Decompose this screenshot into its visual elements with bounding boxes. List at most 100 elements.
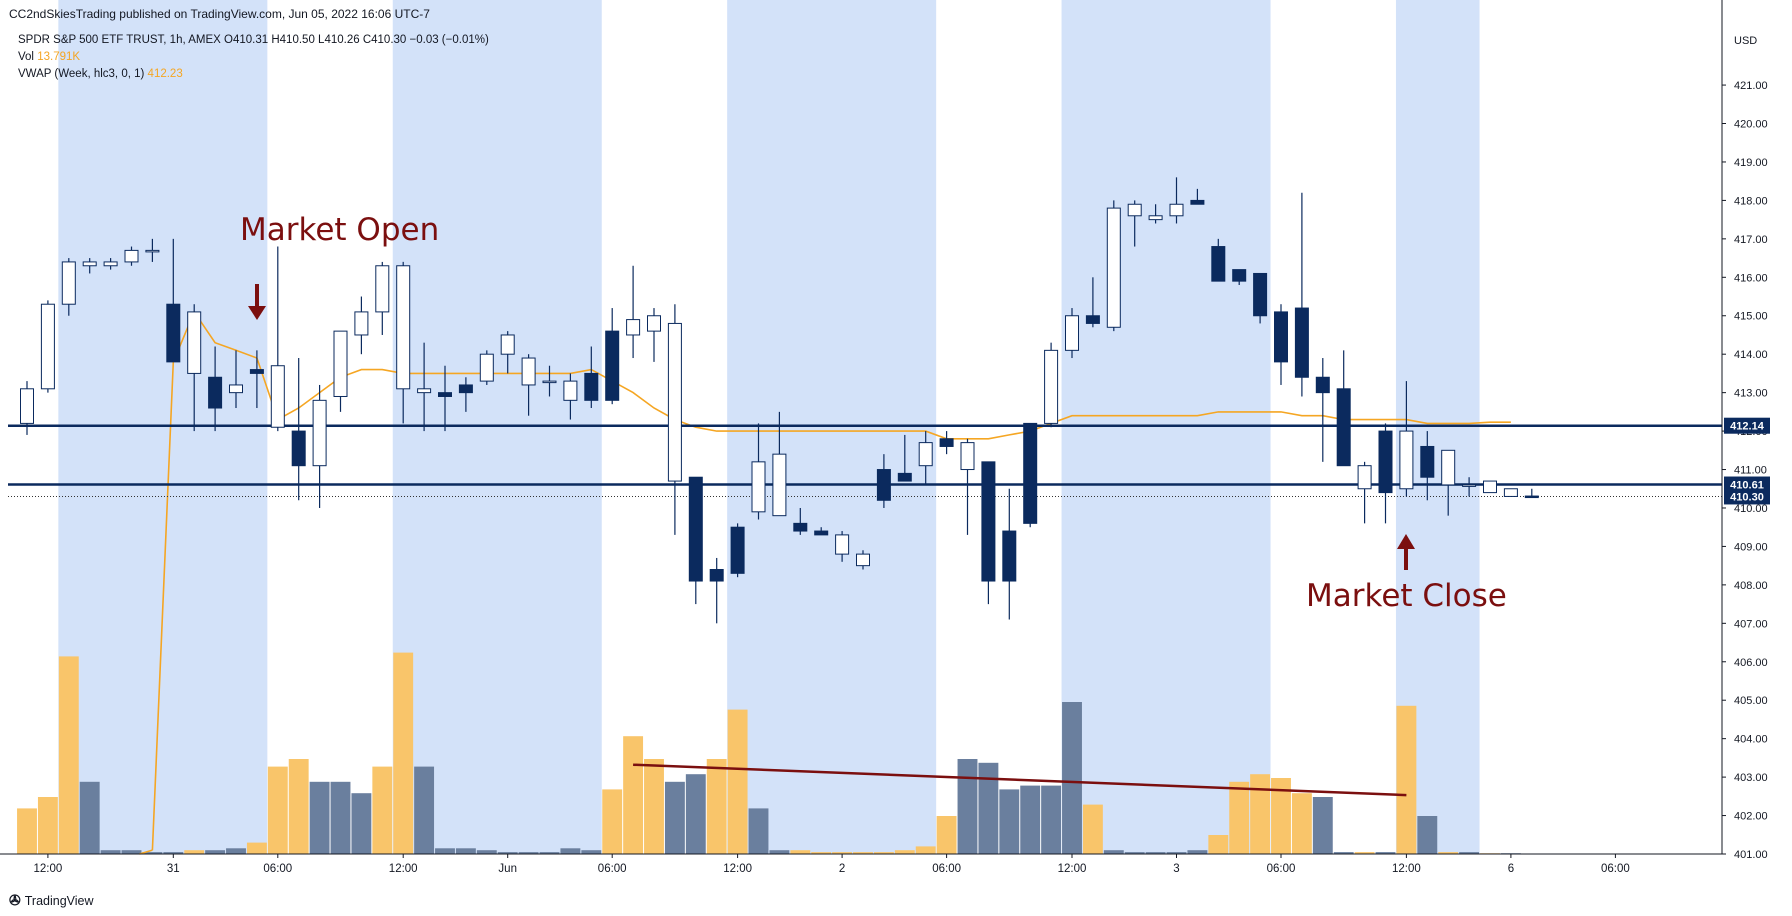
candle-body <box>396 265 411 390</box>
symbol-legend[interactable]: SPDR S&P 500 ETF TRUST, 1h, AMEX O410.31… <box>18 34 489 46</box>
volume-bar <box>1333 852 1354 854</box>
volume-bar <box>644 759 664 854</box>
volume-bar <box>1375 852 1396 854</box>
candle-body <box>500 334 515 355</box>
x-tick-label: 12:00 <box>34 863 63 875</box>
candle-body <box>1336 388 1351 467</box>
volume-bar <box>17 808 37 854</box>
volume-bar <box>309 781 330 854</box>
candle-body <box>709 568 724 582</box>
volume-bar <box>1312 797 1333 854</box>
volume-bar <box>1417 816 1438 854</box>
candle-body <box>605 330 620 401</box>
volume-bar <box>978 762 999 854</box>
candle-body <box>333 330 348 397</box>
x-tick-label: 06:00 <box>263 863 292 875</box>
volume-bar <box>476 850 497 854</box>
volume-bar <box>1396 705 1417 854</box>
x-tick-label: 06:00 <box>932 863 961 875</box>
volume-bar <box>1062 702 1082 854</box>
price-badge-label: 412.14 <box>1730 421 1765 433</box>
candle-body <box>1274 311 1288 363</box>
candle-body <box>312 399 327 467</box>
volume-bar <box>1438 852 1459 854</box>
y-tick-label: 405.00 <box>1734 695 1768 707</box>
volume-bar <box>1354 852 1375 854</box>
y-tick-label: 415.00 <box>1734 311 1768 323</box>
y-tick-label: 414.00 <box>1734 349 1768 361</box>
y-tick-label: 418.00 <box>1734 195 1768 207</box>
volume-bar <box>455 848 476 854</box>
tradingview-logo-icon: ✇ <box>9 892 21 908</box>
publisher-line: CC2ndSkiesTrading published on TradingVi… <box>9 7 430 21</box>
legend-close: C410.30 <box>362 34 407 46</box>
candle-body <box>1462 484 1477 487</box>
x-tick-label: 12:00 <box>1058 863 1087 875</box>
vol-value: 13.791K <box>37 51 81 63</box>
volume-legend[interactable]: Vol 13.791K <box>18 51 80 63</box>
candle-body <box>1294 307 1309 378</box>
x-tick-label: 06:00 <box>598 863 627 875</box>
volume-bars <box>17 652 1521 854</box>
volume-bar <box>999 789 1020 854</box>
volume-bar <box>267 766 288 854</box>
vwap-reset-segment <box>139 849 153 855</box>
candle-body <box>647 315 661 332</box>
volume-bar <box>518 852 539 854</box>
candle-body <box>856 553 870 567</box>
candle-body <box>521 357 536 386</box>
candle-body <box>1378 430 1393 494</box>
candle-body <box>1232 269 1247 282</box>
candle-body <box>918 442 933 467</box>
candle-body <box>1399 430 1414 490</box>
candle-body <box>1106 207 1121 328</box>
volume-bar <box>1250 774 1271 854</box>
candle-body <box>1483 480 1497 494</box>
volume-bar <box>748 808 769 854</box>
footer-brand[interactable]: ✇ TradingView <box>9 892 94 909</box>
volume-trendline <box>633 763 1407 797</box>
volume-bar <box>1208 835 1229 854</box>
candle-body <box>563 380 578 401</box>
volume-bar <box>769 850 790 854</box>
candle-body <box>1357 465 1372 490</box>
market-open-label: Market Open <box>240 212 440 248</box>
y-tick-label: 408.00 <box>1734 580 1768 592</box>
candle-body <box>1441 449 1456 486</box>
volume-bar <box>226 848 246 854</box>
y-tick-label: 421.00 <box>1734 80 1768 92</box>
candle-body <box>375 265 390 313</box>
volume-bar <box>894 850 915 854</box>
candle-body <box>1085 315 1100 324</box>
volume-bar <box>936 816 957 854</box>
volume-bar <box>37 797 58 854</box>
y-tick-label: 420.00 <box>1734 119 1768 131</box>
y-tick-label: 402.00 <box>1734 811 1768 823</box>
vol-label: Vol <box>18 51 34 63</box>
candle-body <box>20 388 34 424</box>
candle-body <box>667 322 682 482</box>
market-close-label: Market Close <box>1306 578 1507 614</box>
volume-bar <box>790 850 811 854</box>
vwap-value: 412.23 <box>147 68 183 80</box>
volume-bar <box>330 781 351 854</box>
volume-bar <box>372 766 393 854</box>
volume-bar <box>811 852 832 854</box>
candle-body <box>1148 215 1163 221</box>
candle-body <box>751 461 766 513</box>
y-tick-label: 413.00 <box>1734 388 1768 400</box>
y-tick-label: 401.00 <box>1734 849 1768 861</box>
candle-body <box>688 476 703 582</box>
candle-body <box>981 461 996 582</box>
candle-body <box>814 530 829 536</box>
y-tick-label: 406.00 <box>1734 657 1768 669</box>
candle-body <box>897 472 912 482</box>
vwap-legend[interactable]: VWAP (Week, hlc3, 0, 1) 412.23 <box>18 68 183 80</box>
candle-body <box>626 319 641 336</box>
candle-body <box>1253 272 1268 317</box>
candle-body <box>417 388 432 394</box>
candle-body <box>793 522 808 532</box>
candle-body <box>939 438 954 447</box>
x-tick-label: 31 <box>167 863 180 875</box>
